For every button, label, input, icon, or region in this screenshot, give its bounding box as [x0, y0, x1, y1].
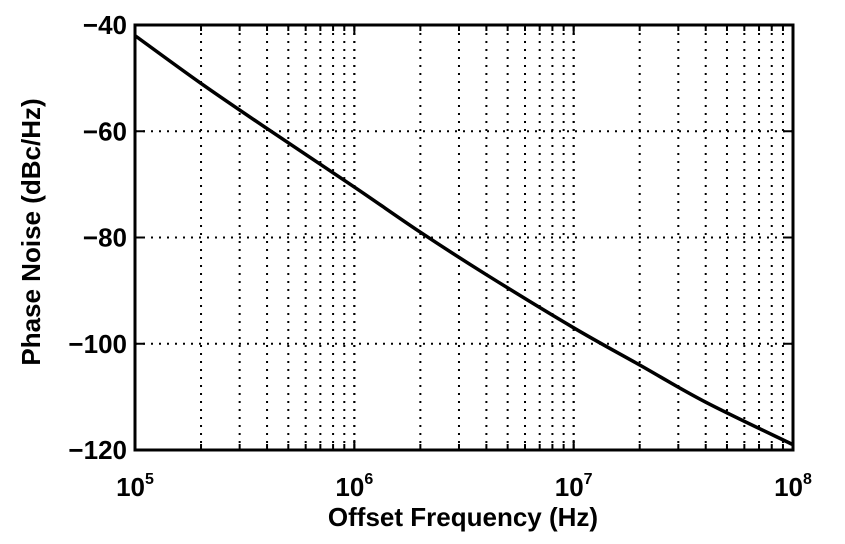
x-tick-label: 108: [774, 471, 812, 502]
x-tick-labels: 105 106 107 108: [116, 471, 812, 502]
y-tick-label: −60: [83, 116, 127, 146]
y-tick-label: −80: [83, 223, 127, 253]
phase-noise-series-line: [133, 34, 794, 447]
y-tick-labels: −40 −60 −80 −100 −120: [68, 10, 127, 465]
grid-lines: [135, 25, 793, 450]
x-tick-label: 105: [116, 471, 154, 502]
y-tick-label: −100: [68, 329, 127, 359]
x-tick-label: 106: [335, 471, 373, 502]
y-axis-label: Phase Noise (dBc/Hz): [16, 98, 46, 365]
series-layer: [133, 34, 794, 447]
x-axis-label: Offset Frequency (Hz): [328, 502, 598, 532]
y-tick-label: −40: [83, 10, 127, 40]
x-tick-label: 107: [555, 471, 593, 502]
tick-marks: [135, 25, 793, 450]
y-tick-label: −120: [68, 435, 127, 465]
